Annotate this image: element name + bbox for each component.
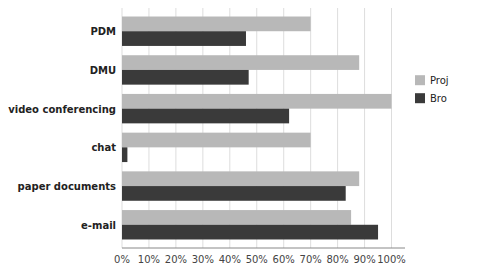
x-tick-label: 10% xyxy=(138,254,160,265)
grid-line xyxy=(364,8,365,248)
bar xyxy=(122,94,392,109)
bar xyxy=(122,31,246,46)
x-tick-label: 70% xyxy=(300,254,322,265)
x-tick-label: 100% xyxy=(377,254,406,265)
bar xyxy=(122,55,359,70)
x-tick-label: 40% xyxy=(219,254,241,265)
bar xyxy=(122,109,289,124)
y-tick-label: chat xyxy=(91,142,116,153)
legend-label: Bro xyxy=(430,93,447,104)
bar xyxy=(122,186,346,201)
chart: 0% 10% 20% 30% 40% 50% 60% 70% 80% 90%100% e-mail p… xyxy=(0,0,480,275)
y-tick-label: PDM xyxy=(90,26,116,37)
y-tick-label: video conferencing xyxy=(8,104,116,115)
bar xyxy=(122,171,359,186)
y-tick-label: e-mail xyxy=(81,220,116,231)
legend: Proj Bro xyxy=(415,75,449,104)
bar xyxy=(122,147,127,162)
x-grid xyxy=(122,8,392,248)
bar xyxy=(122,17,311,32)
bar xyxy=(122,210,351,225)
x-axis-line xyxy=(122,248,405,249)
bar xyxy=(122,70,249,85)
x-tick-label: 30% xyxy=(192,254,214,265)
bars xyxy=(122,17,392,240)
bar xyxy=(122,225,378,240)
x-tick-label: 0% xyxy=(114,254,130,265)
legend-swatch xyxy=(415,75,425,85)
x-tick-label: 90% xyxy=(353,254,375,265)
y-tick-label: DMU xyxy=(90,65,116,76)
y-tick-label: paper documents xyxy=(18,181,116,192)
legend-label: Proj xyxy=(430,75,449,86)
legend-swatch xyxy=(415,93,425,103)
x-tick-label: 60% xyxy=(273,254,295,265)
grid-line xyxy=(391,8,392,248)
x-tick-label: 50% xyxy=(246,254,268,265)
x-tick-label: 80% xyxy=(327,254,349,265)
x-tick-label: 20% xyxy=(165,254,187,265)
bar xyxy=(122,133,311,148)
